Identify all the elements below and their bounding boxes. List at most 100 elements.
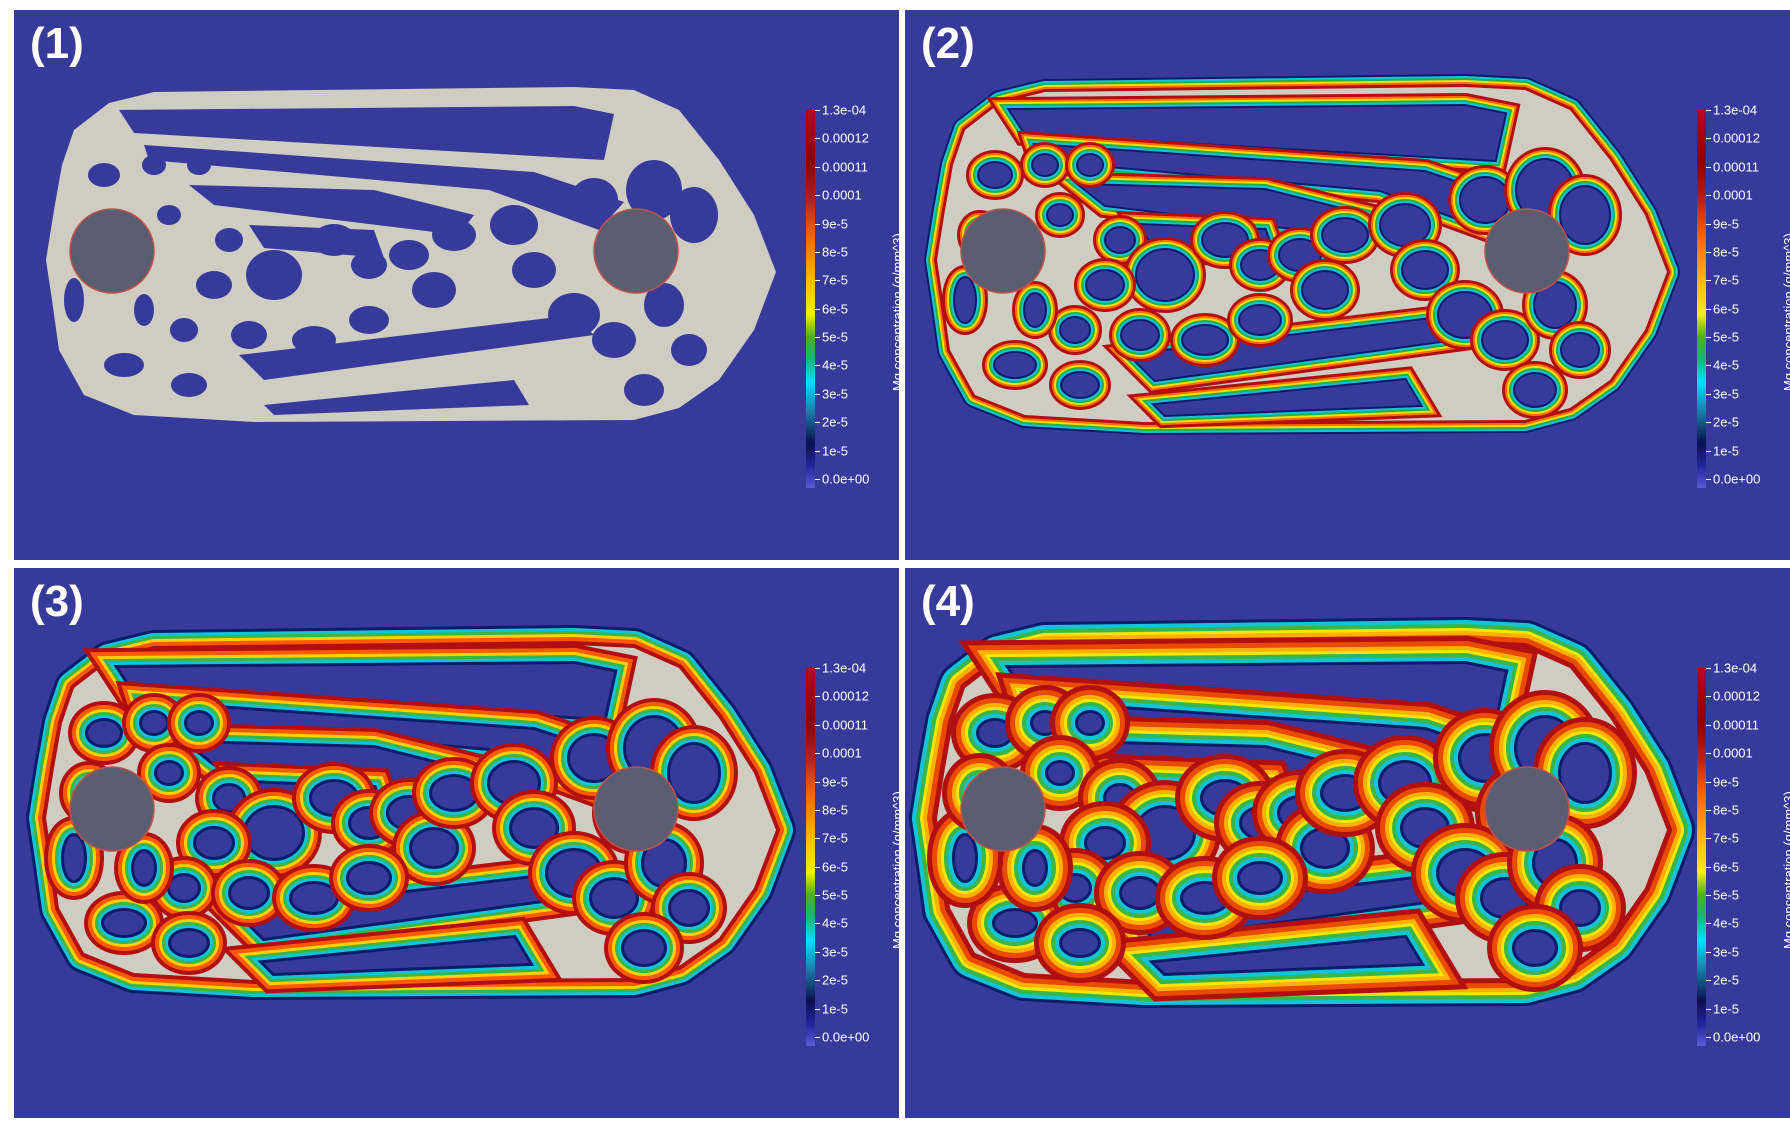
colorbar-tick-label: 1e-5 <box>822 1001 849 1017</box>
void-region <box>995 353 1035 377</box>
void-region <box>1535 283 1575 327</box>
void-region <box>349 864 389 892</box>
void-region <box>196 829 232 857</box>
pin-circle <box>1484 208 1570 294</box>
colorbar-tick <box>1706 951 1711 953</box>
colorbar-tick-label: 8e-5 <box>1713 802 1740 818</box>
colorbar-tick <box>1706 393 1711 395</box>
void-region <box>1048 205 1072 225</box>
void-region <box>1303 830 1347 866</box>
colorbar-tick <box>1706 337 1711 339</box>
void-region <box>644 283 684 327</box>
colorbar-tick <box>815 724 820 726</box>
colorbar-tick <box>815 393 820 395</box>
colorbar-tick <box>1706 923 1711 925</box>
void-region <box>196 271 232 299</box>
void-region <box>187 713 211 733</box>
pin-circle <box>960 766 1046 852</box>
pin-circle <box>69 766 155 852</box>
structure-scene <box>924 74 1680 435</box>
void-region <box>644 841 684 885</box>
colorbar-tick <box>815 138 820 140</box>
colorbar-tick <box>1706 696 1711 698</box>
colorbar-tick <box>815 980 820 982</box>
void-region <box>1240 864 1280 892</box>
colorbar-tick <box>815 110 820 111</box>
colorbar-tick-label: 0.0001 <box>1713 187 1753 203</box>
colorbar-tick-label: 6e-5 <box>822 301 849 317</box>
colorbar-tick <box>815 809 820 811</box>
void-region <box>246 808 302 858</box>
colorbar-tick-label: 9e-5 <box>1713 216 1740 232</box>
colorbar-tick <box>1706 753 1711 755</box>
void-region <box>1078 155 1102 175</box>
void-region <box>412 272 456 308</box>
colorbar-tick-label: 2e-5 <box>1713 414 1740 430</box>
colorbar-tick-label: 7e-5 <box>822 272 849 288</box>
void-region <box>432 219 476 251</box>
void-region <box>187 155 211 175</box>
void-region <box>570 736 618 780</box>
void-region <box>171 373 207 397</box>
colorbar-tick <box>1706 895 1711 897</box>
void-region <box>292 326 336 354</box>
colorbar-tick <box>1706 280 1711 282</box>
colorbar-tick <box>815 1037 820 1038</box>
void-region <box>548 293 600 337</box>
colorbar-tick-label: 0.0e+00 <box>822 471 870 487</box>
void-region <box>239 315 594 380</box>
void-region <box>1183 326 1227 354</box>
void-region <box>170 318 198 342</box>
colorbar-tick-label: 1.3e-04 <box>822 660 867 676</box>
colorbar-title: Mg concentration (g/mm^3) <box>890 233 899 391</box>
panel-2: (2) 1.3e-04 0.00012 0.00011 0.0001 9e-5 8e-5 7… <box>905 10 1790 560</box>
void-region <box>104 353 144 377</box>
void-region <box>1033 155 1057 175</box>
colorbar-tick-label: 9e-5 <box>1713 774 1740 790</box>
colorbar-tick-label: 5e-5 <box>822 329 849 345</box>
pin-circle <box>1484 766 1570 852</box>
void-region <box>1137 808 1193 858</box>
colorbar: 1.3e-04 0.00012 0.00011 0.0001 9e-5 8e-5 7e-5 6… <box>1683 659 1790 1046</box>
void-region <box>1087 829 1123 857</box>
colorbar-tick <box>815 166 820 168</box>
void-region <box>592 880 636 916</box>
void-region <box>979 721 1011 745</box>
void-region <box>389 240 429 270</box>
colorbar-tick <box>1706 308 1711 310</box>
structure-scene <box>26 625 796 1000</box>
void-region <box>264 380 529 415</box>
colorbar-tick <box>815 337 820 339</box>
void-region <box>1483 322 1527 358</box>
void-region <box>1035 145 1515 230</box>
void-region <box>134 294 154 326</box>
colorbar-tick-label: 4e-5 <box>822 357 849 373</box>
void-region <box>1515 374 1555 406</box>
void-region <box>1025 294 1045 326</box>
void-region <box>1461 178 1509 222</box>
colorbar-tick <box>1706 724 1711 726</box>
colorbar-gradient <box>1697 668 1706 1046</box>
void-region <box>670 745 718 801</box>
void-region <box>1381 205 1429 245</box>
void-region <box>1025 852 1045 884</box>
colorbar-tick <box>1706 1008 1711 1010</box>
colorbar-tick-label: 7e-5 <box>1713 830 1740 846</box>
colorbar-tick-label: 0.00012 <box>1713 688 1760 704</box>
void-region <box>119 106 614 160</box>
colorbar-tick <box>1706 365 1711 367</box>
void-region <box>671 892 707 924</box>
void-region <box>1062 931 1098 955</box>
colorbar-tick <box>815 866 820 868</box>
void-region <box>88 163 120 187</box>
colorbar: 1.3e-04 0.00012 0.00011 0.0001 9e-5 8e-5 7e-5 6… <box>792 659 899 1046</box>
colorbar-tick-label: 1.3e-04 <box>1713 660 1758 676</box>
colorbar-tick <box>815 422 820 424</box>
colorbar-tick <box>1706 980 1711 982</box>
colorbar-tick <box>815 450 820 452</box>
colorbar-tick-label: 2e-5 <box>822 972 849 988</box>
panel-4: (4) 1.3e-04 0.00012 0.00011 0.0001 9e-5 8e-5 7… <box>905 568 1790 1118</box>
colorbar-tick <box>815 781 820 783</box>
void-region <box>264 938 529 973</box>
void-region <box>1303 272 1347 308</box>
